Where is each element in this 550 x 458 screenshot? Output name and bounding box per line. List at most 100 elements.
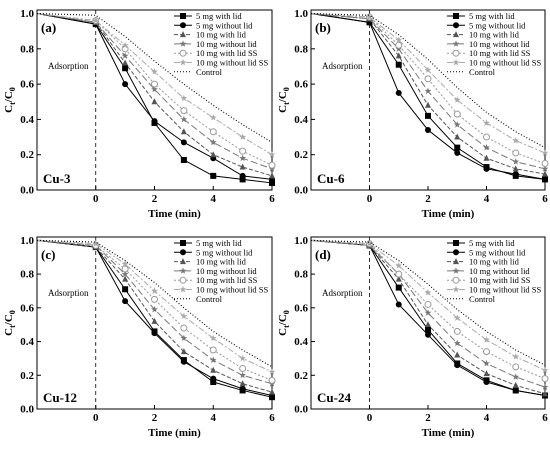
data-point bbox=[512, 136, 520, 144]
series-line-3 bbox=[36, 13, 273, 177]
x-axis-label: Time (min) bbox=[148, 427, 201, 439]
y-tick-label: 1.0 bbox=[20, 8, 34, 20]
series-line-7 bbox=[310, 12, 546, 149]
series-line-2 bbox=[36, 239, 273, 396]
series-line-4 bbox=[36, 13, 273, 170]
y-tick-label: 0.2 bbox=[294, 370, 308, 382]
y-tick-label: 0.0 bbox=[294, 404, 308, 416]
data-point bbox=[269, 179, 275, 186]
x-tick-label: 4 bbox=[211, 193, 217, 205]
data-point bbox=[151, 85, 158, 93]
series-line-7 bbox=[310, 239, 546, 366]
data-point bbox=[209, 114, 217, 121]
legend-marker bbox=[452, 267, 460, 274]
data-point bbox=[425, 321, 431, 328]
sample-label: Cu-3 bbox=[43, 171, 71, 186]
data-point bbox=[454, 133, 461, 140]
series-line-4 bbox=[310, 13, 546, 170]
legend-marker bbox=[179, 285, 187, 293]
data-point bbox=[239, 154, 247, 162]
legend-entry: 10 mg with lid SS bbox=[469, 48, 531, 58]
data-point bbox=[453, 96, 461, 103]
legend-entry: 10 mg with lid SS bbox=[196, 275, 258, 285]
data-point bbox=[542, 176, 548, 183]
legend-marker bbox=[179, 49, 187, 57]
legend-entry: 10 mg without lid SS bbox=[196, 285, 269, 295]
data-point bbox=[395, 41, 403, 49]
data-point bbox=[366, 13, 373, 20]
adsorption-annotation: Adsorption bbox=[48, 288, 89, 298]
data-point bbox=[483, 154, 490, 161]
data-point bbox=[180, 139, 187, 146]
data-point bbox=[512, 363, 520, 371]
data-point bbox=[483, 133, 490, 141]
legend-entry: 10 mg without lid SS bbox=[469, 58, 542, 68]
legend-entry: Control bbox=[196, 67, 223, 77]
data-point bbox=[454, 144, 461, 151]
legend-marker bbox=[452, 58, 460, 66]
data-point bbox=[483, 165, 490, 172]
legend-marker bbox=[180, 31, 186, 38]
data-point bbox=[180, 312, 188, 320]
legend-entry: 5 mg without lid bbox=[196, 247, 253, 257]
x-tick-label: 2 bbox=[152, 412, 158, 424]
series-line-5 bbox=[310, 239, 546, 380]
data-point bbox=[395, 270, 403, 278]
data-point bbox=[151, 295, 158, 303]
legend-entry: Control bbox=[469, 67, 496, 77]
data-point bbox=[395, 89, 402, 96]
x-tick-label: 6 bbox=[542, 193, 548, 205]
series-line-1 bbox=[36, 13, 273, 184]
legend-marker bbox=[453, 249, 459, 256]
data-point bbox=[512, 353, 520, 360]
data-point bbox=[239, 176, 246, 183]
data-point bbox=[395, 61, 402, 68]
x-tick-label: 6 bbox=[269, 193, 275, 205]
x-tick-label: 4 bbox=[211, 412, 217, 424]
x-tick-label: 4 bbox=[484, 412, 490, 424]
x-axis-label: Time (min) bbox=[422, 427, 475, 439]
y-axis-label: Ct/C0 bbox=[3, 310, 17, 336]
y-tick-label: 1.0 bbox=[20, 235, 34, 247]
y-tick-label: 0.4 bbox=[294, 336, 308, 348]
y-tick-label: 0.4 bbox=[294, 114, 308, 126]
y-axis-label-part: 0 bbox=[282, 310, 291, 314]
legend-marker bbox=[180, 240, 186, 246]
data-point bbox=[121, 270, 129, 278]
data-point bbox=[239, 365, 247, 373]
y-tick-label: 1.0 bbox=[294, 8, 308, 20]
y-tick-label: 0.6 bbox=[294, 79, 308, 91]
legend-marker bbox=[452, 40, 460, 47]
panel-label: (b) bbox=[315, 20, 331, 35]
series-line-1 bbox=[310, 13, 546, 180]
data-point bbox=[92, 240, 100, 247]
y-tick-label: 0.2 bbox=[20, 370, 34, 382]
data-point bbox=[239, 354, 247, 362]
data-point bbox=[268, 376, 276, 384]
data-point bbox=[209, 334, 217, 342]
data-point bbox=[424, 87, 432, 95]
data-point bbox=[425, 331, 431, 338]
x-tick-label: 0 bbox=[367, 193, 373, 205]
data-point bbox=[483, 336, 490, 343]
data-point bbox=[122, 298, 129, 305]
data-point bbox=[239, 147, 247, 155]
y-axis-label: Ct/C0 bbox=[277, 310, 291, 336]
data-point bbox=[122, 286, 129, 293]
data-point bbox=[425, 127, 431, 133]
x-tick-label: 6 bbox=[542, 412, 548, 424]
data-point bbox=[151, 118, 158, 125]
data-point bbox=[395, 301, 402, 308]
data-point bbox=[483, 359, 490, 367]
data-point bbox=[424, 300, 432, 308]
data-point bbox=[454, 149, 461, 156]
data-point bbox=[180, 157, 187, 163]
y-tick-label: 0.4 bbox=[20, 336, 34, 348]
data-point bbox=[210, 151, 217, 158]
data-point bbox=[239, 380, 246, 387]
legend-entry: 5 mg with lid bbox=[469, 238, 515, 248]
series-line-1 bbox=[36, 239, 273, 398]
x-tick-label: 0 bbox=[93, 412, 99, 424]
